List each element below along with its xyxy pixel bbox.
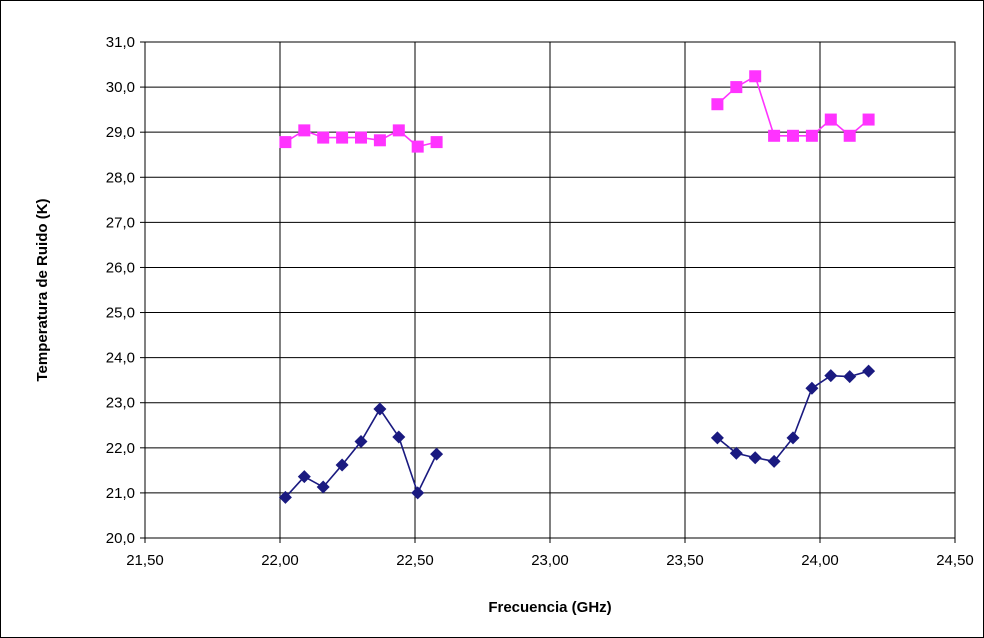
x-tick-label: 24,50 bbox=[936, 552, 974, 569]
data-point-diamond bbox=[278, 490, 292, 504]
data-point-square bbox=[711, 98, 724, 111]
y-tick-label: 31,0 bbox=[106, 34, 135, 51]
data-point-diamond bbox=[805, 381, 819, 395]
data-point-square bbox=[843, 129, 856, 142]
x-tick-label: 24,00 bbox=[801, 552, 839, 569]
data-point-diamond bbox=[824, 369, 838, 383]
data-point-diamond bbox=[430, 447, 444, 461]
data-point-diamond bbox=[843, 370, 857, 384]
data-point-square bbox=[768, 129, 781, 142]
data-point-diamond bbox=[729, 446, 743, 460]
x-tick-label: 21,50 bbox=[126, 552, 164, 569]
y-tick-label: 23,0 bbox=[106, 395, 135, 412]
data-point-square bbox=[730, 81, 743, 94]
data-point-diamond bbox=[411, 486, 425, 500]
x-tick-label: 22,50 bbox=[396, 552, 434, 569]
data-point-diamond bbox=[748, 451, 762, 465]
data-point-diamond bbox=[710, 431, 724, 445]
data-point-square bbox=[862, 113, 875, 126]
x-tick-label: 23,50 bbox=[666, 552, 704, 569]
y-tick-label: 29,0 bbox=[106, 124, 135, 141]
x-axis-title: Frecuencia (GHz) bbox=[488, 599, 611, 616]
data-point-diamond bbox=[297, 470, 311, 484]
data-point-square bbox=[336, 131, 349, 144]
data-point-square bbox=[373, 134, 386, 147]
data-point-square bbox=[392, 124, 405, 137]
data-point-diamond bbox=[373, 402, 387, 416]
data-point-diamond bbox=[392, 430, 406, 444]
data-point-diamond bbox=[767, 454, 781, 468]
data-point-square bbox=[317, 131, 330, 144]
data-point-diamond bbox=[316, 480, 330, 494]
y-tick-label: 28,0 bbox=[106, 169, 135, 186]
series-line bbox=[284, 407, 438, 498]
y-axis-title: Temperatura de Ruido (K) bbox=[34, 198, 51, 381]
data-point-square bbox=[805, 129, 818, 142]
x-tick-label: 22,00 bbox=[261, 552, 299, 569]
series-layer bbox=[278, 70, 876, 504]
y-tick-label: 21,0 bbox=[106, 485, 135, 502]
x-tick-label: 23,00 bbox=[531, 552, 569, 569]
data-point-square bbox=[787, 129, 799, 142]
y-tick-label: 30,0 bbox=[106, 79, 135, 96]
data-point-square bbox=[279, 136, 292, 149]
series-2 bbox=[279, 70, 875, 153]
y-tick-label: 22,0 bbox=[106, 440, 135, 457]
data-point-square bbox=[411, 140, 424, 153]
data-point-square bbox=[749, 70, 762, 83]
data-point-diamond bbox=[335, 458, 349, 472]
data-point-square bbox=[824, 113, 837, 126]
data-point-diamond bbox=[862, 364, 876, 378]
y-tick-label: 27,0 bbox=[106, 214, 135, 231]
data-point-square bbox=[430, 136, 443, 149]
data-point-diamond bbox=[354, 435, 368, 449]
y-tick-label: 25,0 bbox=[106, 305, 135, 322]
y-tick-label: 20,0 bbox=[106, 530, 135, 547]
y-tick-label: 26,0 bbox=[106, 259, 135, 276]
series-1 bbox=[278, 364, 876, 504]
data-point-diamond bbox=[786, 431, 800, 445]
data-point-square bbox=[298, 124, 311, 137]
tick-layer: 20,0 21,0 22,0 23,0 24,0 25,0 26,0 27,0 28,0 29,0… bbox=[106, 34, 974, 569]
y-tick-label: 24,0 bbox=[106, 350, 135, 367]
data-point-square bbox=[355, 131, 367, 144]
